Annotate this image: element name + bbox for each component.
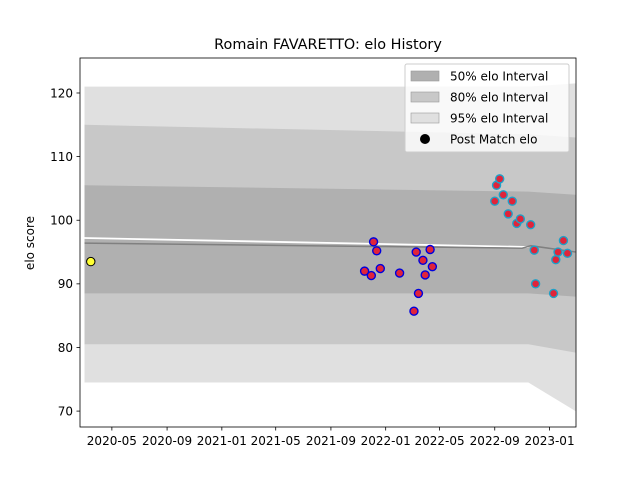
- chart-title: Romain FAVARETTO: elo History: [214, 37, 442, 53]
- x-tick-label: 2021-01: [197, 434, 247, 448]
- post-match-elo-point: [527, 221, 535, 229]
- initial-elo-point: [87, 257, 95, 265]
- post-match-elo-point: [414, 289, 422, 297]
- x-tick-label: 2020-09: [142, 434, 192, 448]
- y-tick-label: 100: [50, 214, 73, 228]
- post-match-elo-point: [410, 307, 418, 315]
- y-tick-label: 120: [50, 86, 73, 100]
- post-match-elo-point: [426, 245, 434, 253]
- post-match-elo-point: [396, 269, 404, 277]
- post-match-elo-point: [496, 175, 504, 183]
- post-match-elo-point: [554, 248, 562, 256]
- post-match-elo-point: [428, 263, 436, 271]
- band-50-interval: [85, 185, 576, 296]
- legend-marker: [420, 134, 430, 144]
- post-match-elo-point: [552, 256, 560, 264]
- post-match-elo-point: [563, 249, 571, 257]
- x-tick-label: 2022-05: [414, 434, 464, 448]
- legend-label: 50% elo Interval: [450, 69, 548, 83]
- y-tick-label: 90: [58, 277, 73, 291]
- y-tick-label: 110: [50, 150, 73, 164]
- y-axis-label: elo score: [23, 216, 37, 270]
- post-match-elo-point: [532, 280, 540, 288]
- post-match-elo-point: [373, 247, 381, 255]
- legend-swatch: [411, 113, 439, 123]
- legend-label: 80% elo Interval: [450, 90, 548, 104]
- post-match-elo-point: [530, 246, 538, 254]
- x-tick-label: 2020-05: [87, 434, 137, 448]
- post-match-elo-point: [516, 215, 524, 223]
- x-tick-label: 2021-05: [251, 434, 301, 448]
- post-match-elo-point: [504, 210, 512, 218]
- x-tick-label: 2022-01: [361, 434, 411, 448]
- legend-label: Post Match elo: [450, 132, 537, 146]
- x-tick-label: 2021-09: [306, 434, 356, 448]
- post-match-elo-point: [499, 191, 507, 199]
- legend: 50% elo Interval 80% elo Interval 95% elo …: [405, 64, 569, 152]
- post-match-elo-point: [419, 256, 427, 264]
- post-match-elo-point: [508, 197, 516, 205]
- x-axis: 2020-05 2020-09 2021-01 2021-05 2021-09 2022-…: [87, 427, 575, 448]
- y-axis: 70 80 90 100 110 120: [50, 86, 80, 418]
- post-match-elo-point: [550, 289, 558, 297]
- post-match-elo-point: [376, 265, 384, 273]
- legend-swatch: [411, 92, 439, 102]
- y-tick-label: 80: [58, 341, 73, 355]
- y-tick-label: 70: [58, 404, 73, 418]
- post-match-elo-point: [367, 272, 375, 280]
- post-match-elo-point: [412, 248, 420, 256]
- x-tick-label: 2022-09: [470, 434, 520, 448]
- x-tick-label: 2023-01: [524, 434, 574, 448]
- legend-swatch: [411, 71, 439, 81]
- post-match-elo-point: [421, 271, 429, 279]
- legend-label: 95% elo Interval: [450, 111, 548, 125]
- post-match-elo-point: [491, 197, 499, 205]
- post-match-elo-point: [559, 237, 567, 245]
- post-match-elo-point: [370, 238, 378, 246]
